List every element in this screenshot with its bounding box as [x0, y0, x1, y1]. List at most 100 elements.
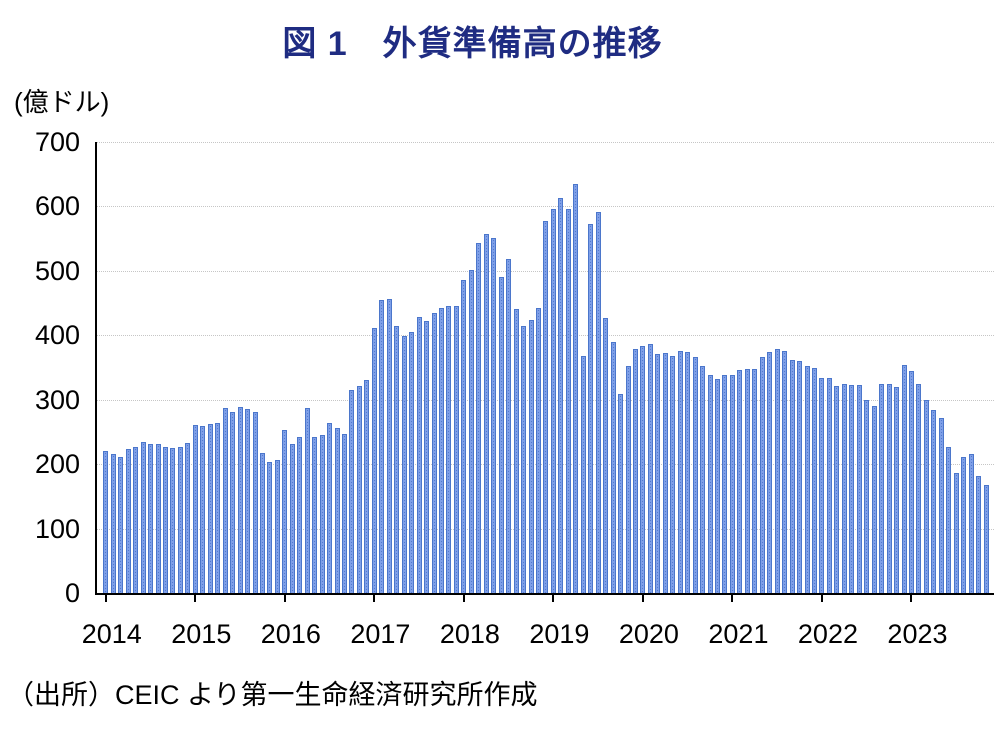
bar: [453, 305, 459, 593]
bar: [632, 348, 638, 593]
y-axis-tick-label: 100: [34, 513, 80, 544]
bar: [394, 325, 400, 593]
x-axis-year-label: 2014: [81, 619, 142, 649]
bar: [879, 384, 885, 593]
bar: [647, 343, 653, 593]
bar: [200, 426, 206, 593]
bar: [550, 209, 556, 593]
bar: [133, 446, 139, 593]
bar: [431, 312, 437, 593]
gridline: [97, 142, 994, 143]
bar: [528, 320, 534, 593]
bar: [401, 335, 407, 593]
x-axis-year-label: 2018: [439, 619, 500, 649]
bar: [625, 366, 631, 593]
x-axis-tick: [731, 594, 734, 602]
x-axis-year-label: 2023: [887, 619, 948, 649]
bar: [110, 453, 116, 593]
bar: [700, 365, 706, 593]
gridline: [97, 206, 994, 208]
bar: [468, 270, 474, 593]
bar: [610, 342, 616, 593]
bar: [655, 353, 661, 593]
bar: [155, 444, 161, 593]
y-axis-tick-label: 600: [34, 191, 80, 222]
bar: [162, 446, 168, 593]
bar: [446, 306, 452, 593]
bar: [834, 386, 840, 593]
bar: [342, 433, 348, 593]
bar: [521, 326, 527, 593]
bar: [804, 366, 810, 593]
bar: [185, 442, 191, 593]
bar: [707, 374, 713, 593]
bar: [692, 356, 698, 593]
x-axis-year-label: 2016: [260, 619, 321, 649]
bar: [946, 446, 952, 593]
x-axis-year-label: 2019: [529, 619, 590, 649]
bar: [819, 378, 825, 593]
y-axis-tick-label: 700: [34, 127, 80, 157]
bar: [319, 435, 325, 593]
bar: [356, 385, 362, 593]
bar: [327, 422, 333, 593]
bar: [595, 211, 601, 593]
bar: [901, 364, 907, 593]
bar: [535, 308, 541, 593]
bar: [491, 238, 497, 593]
bar: [207, 424, 213, 593]
source-note: （出所）CEIC より第一生命経済研究所作成: [7, 680, 538, 710]
bar: [938, 417, 944, 593]
bar: [252, 411, 258, 593]
bar: [849, 384, 855, 593]
bar: [826, 377, 832, 593]
bar: [439, 307, 444, 593]
bar: [506, 258, 512, 593]
x-axis-tick: [373, 594, 376, 602]
y-axis-unit-label: (億ドル): [14, 87, 110, 117]
bar: [565, 209, 571, 593]
bar: [230, 411, 236, 593]
bar: [215, 422, 221, 593]
bar: [908, 371, 914, 593]
x-axis-tick: [641, 594, 644, 602]
bar: [289, 444, 295, 593]
bar: [856, 384, 862, 593]
bar: [662, 353, 668, 593]
bar: [498, 277, 504, 593]
bar: [416, 317, 422, 593]
bar: [752, 369, 758, 593]
bar: [379, 299, 385, 593]
chart-title: 図 1 外貨準備高の推移: [282, 25, 663, 63]
bar: [961, 457, 967, 593]
x-axis-tick: [104, 594, 107, 602]
bar: [715, 379, 721, 593]
y-axis-tick-label: 500: [34, 255, 80, 286]
bar: [558, 198, 564, 593]
bar: [192, 424, 198, 593]
bar: [103, 451, 109, 593]
bar: [588, 223, 594, 593]
x-axis-tick: [552, 594, 555, 602]
bar: [170, 448, 176, 593]
bar: [953, 473, 959, 593]
y-axis-tick-label: 400: [34, 320, 80, 351]
bar: [774, 348, 780, 593]
bar: [916, 384, 922, 593]
y-axis-tick-label: 0: [64, 578, 80, 608]
bar: [968, 454, 974, 593]
bar: [461, 279, 467, 593]
x-axis-tick: [820, 594, 823, 602]
bar: [543, 220, 549, 593]
bar: [864, 399, 870, 593]
bar: [349, 390, 355, 593]
bar: [245, 409, 251, 593]
bar: [789, 360, 795, 593]
bar: [259, 452, 265, 593]
x-axis-year-label: 2015: [171, 619, 232, 649]
bar: [371, 327, 377, 593]
bar: [312, 437, 318, 593]
bar: [282, 430, 288, 593]
bar: [759, 356, 765, 593]
bar: [148, 443, 154, 593]
